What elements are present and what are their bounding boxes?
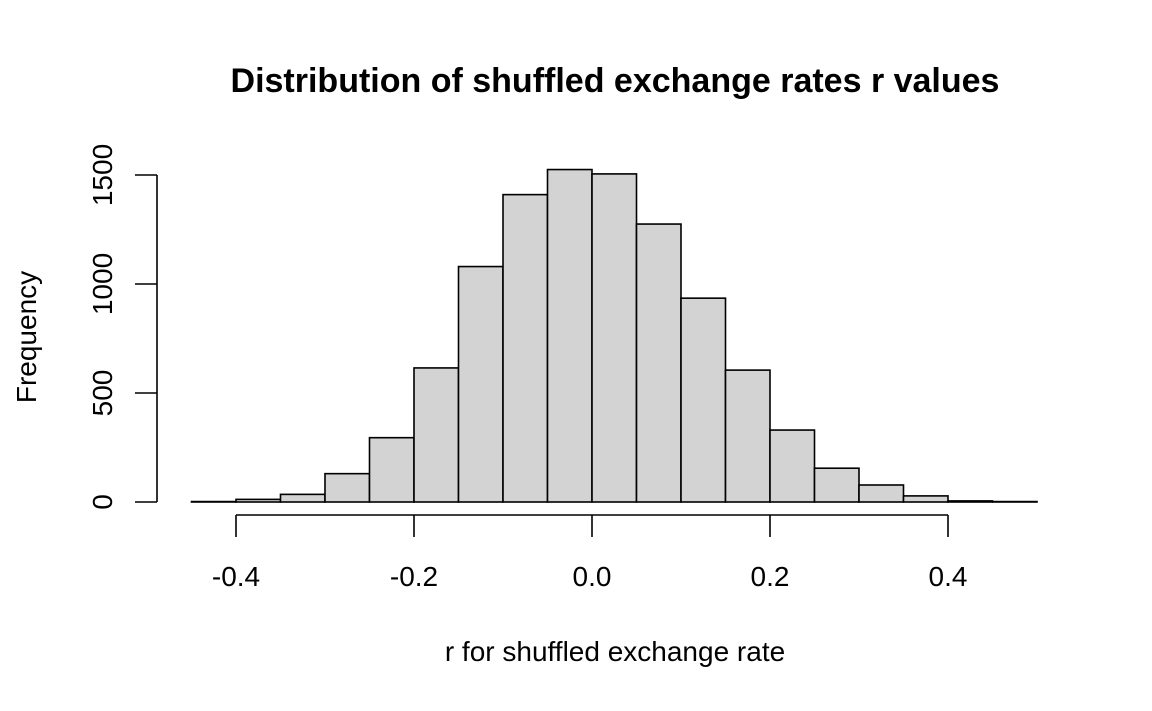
histogram-bar <box>502 193 549 503</box>
x-tick-label: -0.2 <box>390 561 438 592</box>
x-axis: -0.4 -0.2 0.0 0.2 0.4 <box>212 514 968 592</box>
y-tick-label: 1000 <box>87 253 118 315</box>
histogram-bar <box>413 367 460 503</box>
histogram-bar <box>947 500 994 503</box>
x-tick-label: 0.4 <box>929 561 968 592</box>
histogram-bar <box>858 484 905 503</box>
histogram-bar <box>635 223 682 503</box>
x-axis-label: r for shuffled exchange rate <box>445 636 785 667</box>
chart-title: Distribution of shuffled exchange rates … <box>231 62 1000 100</box>
histogram-bar <box>324 472 371 503</box>
histogram-bar <box>902 495 949 503</box>
histogram-bar <box>279 493 326 503</box>
y-tick-label: 0 <box>87 494 118 510</box>
histogram-bar <box>813 467 860 503</box>
x-tick-label: 0.2 <box>751 561 790 592</box>
histogram-bar <box>457 265 504 503</box>
histogram-bar <box>546 168 593 503</box>
histogram-bar <box>591 173 638 503</box>
x-tick-label: -0.4 <box>212 561 260 592</box>
y-tick-label: 500 <box>87 370 118 417</box>
y-axis: 0 500 1000 1500 <box>87 144 158 510</box>
y-axis-label: Frequency <box>11 271 42 403</box>
histogram-bar <box>769 429 816 503</box>
histogram-bar <box>680 297 727 503</box>
histogram-bar <box>235 498 282 503</box>
histogram-bars <box>190 168 1038 503</box>
histogram-bar <box>368 436 415 503</box>
histogram-bar <box>724 369 771 503</box>
y-tick-label: 1500 <box>87 144 118 206</box>
x-tick-label: 0.0 <box>573 561 612 592</box>
